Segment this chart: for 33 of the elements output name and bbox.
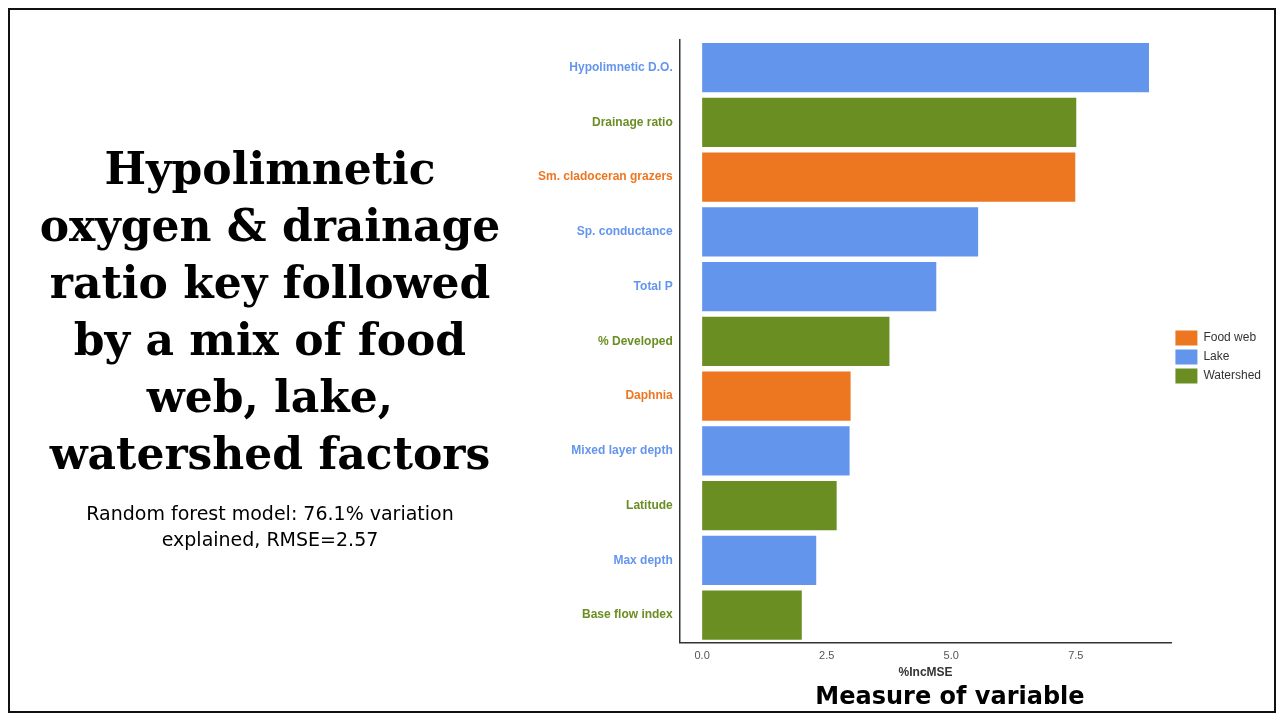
bar (702, 207, 979, 257)
bar (702, 42, 1149, 93)
y-tick-label: Daphnia (625, 388, 674, 403)
x-tick-label: 5.0 (943, 649, 959, 662)
text: Measure of variable (814, 682, 1086, 710)
legend-label: Lake (1203, 349, 1230, 364)
bar (702, 316, 890, 366)
bar (702, 535, 817, 585)
y-tick-label: Mixed layer depth (571, 443, 673, 458)
y-tick-label: Sm. cladoceran grazers (538, 169, 674, 184)
x-tick-label: 0.0 (694, 649, 710, 662)
bar (702, 152, 1076, 202)
x-tick-label: 7.5 (1068, 649, 1084, 662)
text: Random forest model: 76.1% variation explained, RMSE=2.57 (85, 501, 455, 552)
x-axis-title: %IncMSE (898, 665, 953, 680)
x-tick-label: 2.5 (819, 649, 835, 662)
y-tick-label: Sp. conductance (576, 224, 674, 239)
y-tick-label: Hypolimnetic D.O. (569, 59, 673, 74)
y-tick-label: % Developed (598, 333, 673, 348)
y-tick-label: Latitude (626, 497, 674, 512)
legend-label: Food web (1203, 330, 1257, 345)
bar (702, 426, 850, 476)
text: Hypolimnetic oxygen & drainage ratio key followed by a mix of food web, lake, watershed factors (38, 142, 502, 481)
bar (702, 261, 937, 312)
bar (702, 590, 802, 640)
bar (702, 371, 851, 421)
y-tick-label: Base flow index (582, 607, 674, 622)
bar (702, 97, 1077, 147)
y-tick-label: Total P (633, 278, 673, 293)
legend-label: Watershed (1203, 368, 1262, 383)
y-tick-label: Drainage ratio (592, 114, 673, 129)
y-tick-label: Max depth (613, 552, 673, 567)
bar (702, 480, 837, 531)
